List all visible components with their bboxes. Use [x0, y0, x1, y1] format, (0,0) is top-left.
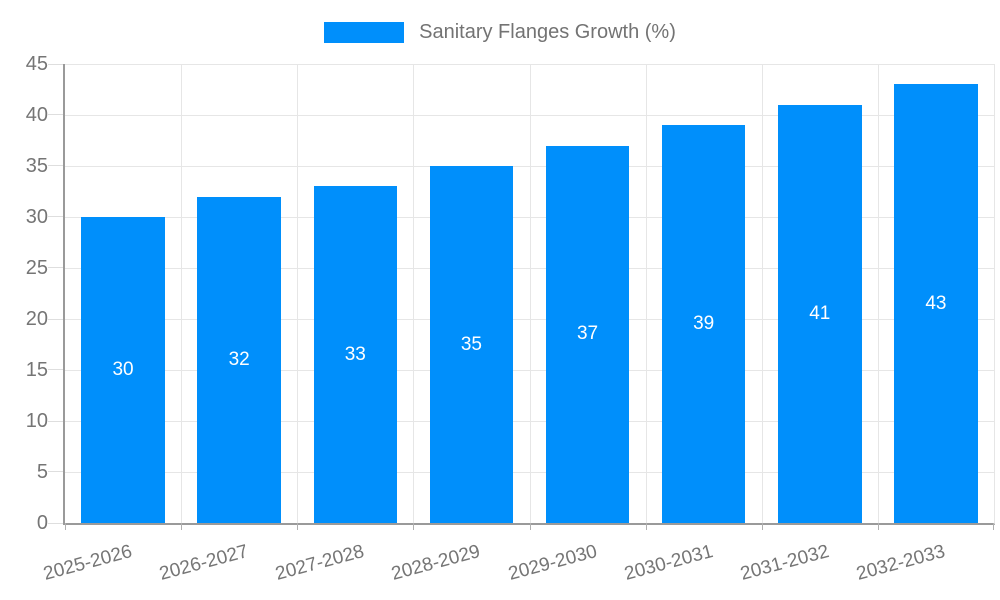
bar-value-label: 39: [693, 313, 715, 335]
x-axis-tick: [297, 523, 299, 530]
y-axis-tick: [48, 420, 63, 422]
bar-slot: 41: [762, 64, 878, 523]
x-axis-tick-label: 2032-2033: [854, 541, 948, 585]
bar-slot: 35: [413, 64, 529, 523]
bar[interactable]: 32: [197, 196, 281, 523]
y-axis-tick: [48, 522, 63, 524]
x-axis-tick-label: 2030-2031: [621, 541, 716, 585]
x-axis-tick-label: 2029-2030: [505, 541, 599, 585]
y-axis-tick-label: 40: [25, 103, 48, 126]
y-axis-tick-label: 15: [25, 358, 48, 381]
bar-slot: 30: [65, 64, 181, 523]
bar-value-label: 33: [344, 343, 366, 365]
v-gridline: [181, 64, 183, 523]
x-axis-tick: [761, 523, 763, 530]
bar[interactable]: 41: [778, 104, 862, 523]
y-axis-tick-label: 35: [25, 154, 48, 177]
bar[interactable]: 33: [313, 186, 398, 523]
x-axis-tick-label: 2025-2026: [41, 541, 135, 585]
y-axis-tick-label: 25: [25, 256, 48, 279]
bar-slot: 43: [878, 64, 994, 523]
plot-area: 30 32 33 35 37 39 41 43: [48, 63, 995, 530]
bar[interactable]: 30: [81, 217, 165, 523]
v-gridline: [529, 64, 531, 523]
bar-value-label: 37: [576, 323, 599, 345]
bar-slot: 32: [181, 64, 297, 523]
y-axis-tick-label: 0: [36, 512, 48, 534]
y-axis-labels: 0 5 10 15 20 25 30 35 40 45: [0, 54, 48, 533]
v-gridline: [645, 64, 647, 523]
x-axis-tick: [645, 523, 647, 530]
y-axis-tick: [48, 369, 63, 371]
x-axis-tick: [529, 523, 531, 530]
v-gridline: [877, 64, 879, 523]
bar-slot: 39: [646, 64, 762, 523]
y-axis-tick: [48, 318, 63, 320]
bar[interactable]: 35: [429, 166, 514, 523]
legend-label: Sanitary Flanges Growth (%): [419, 21, 676, 43]
y-axis-tick-label: 45: [25, 53, 48, 75]
x-axis-tick: [413, 523, 415, 530]
x-axis-tick-label: 2026-2027: [157, 541, 251, 585]
legend-swatch: [324, 22, 405, 43]
y-axis-tick: [48, 114, 63, 116]
x-axis-tick-label: 2027-2028: [273, 541, 367, 585]
y-axis-tick: [48, 267, 63, 269]
v-gridline: [413, 64, 415, 523]
y-axis-tick-label: 5: [36, 460, 48, 483]
bar-value-label: 43: [925, 292, 947, 314]
bar-slot: 33: [297, 64, 413, 523]
bar-value-label: 35: [460, 333, 482, 355]
x-axis-tick: [65, 523, 66, 530]
y-axis-tick: [48, 216, 63, 218]
y-axis-tick: [48, 471, 63, 473]
x-axis-tick-label: 2031-2032: [738, 541, 832, 585]
bar-value-label: 41: [809, 302, 831, 324]
bar[interactable]: 37: [545, 145, 630, 523]
x-axis-tick: [877, 523, 879, 530]
v-gridline: [761, 64, 763, 523]
v-gridline: [297, 64, 299, 523]
bar-value-label: 30: [112, 359, 134, 380]
y-axis-tick-label: 20: [25, 308, 48, 330]
bar[interactable]: 43: [894, 84, 978, 523]
bar-slot: 37: [530, 64, 646, 523]
y-axis-tick-label: 30: [25, 205, 48, 228]
x-axis-tick: [181, 523, 183, 530]
y-axis-tick-label: 10: [25, 410, 48, 432]
bar-value-label: 32: [228, 348, 250, 370]
y-axis-tick: [48, 165, 63, 167]
bar[interactable]: 39: [661, 125, 746, 523]
x-axis-labels: 2025-2026 2026-2027 2027-2028 2028-2029 2029…: [41, 533, 992, 600]
x-axis-tick: [993, 523, 994, 530]
y-axis-tick: [48, 63, 63, 65]
x-axis-tick-label: 2028-2029: [389, 541, 483, 585]
legend[interactable]: Sanitary Flanges Growth (%): [0, 21, 1000, 44]
